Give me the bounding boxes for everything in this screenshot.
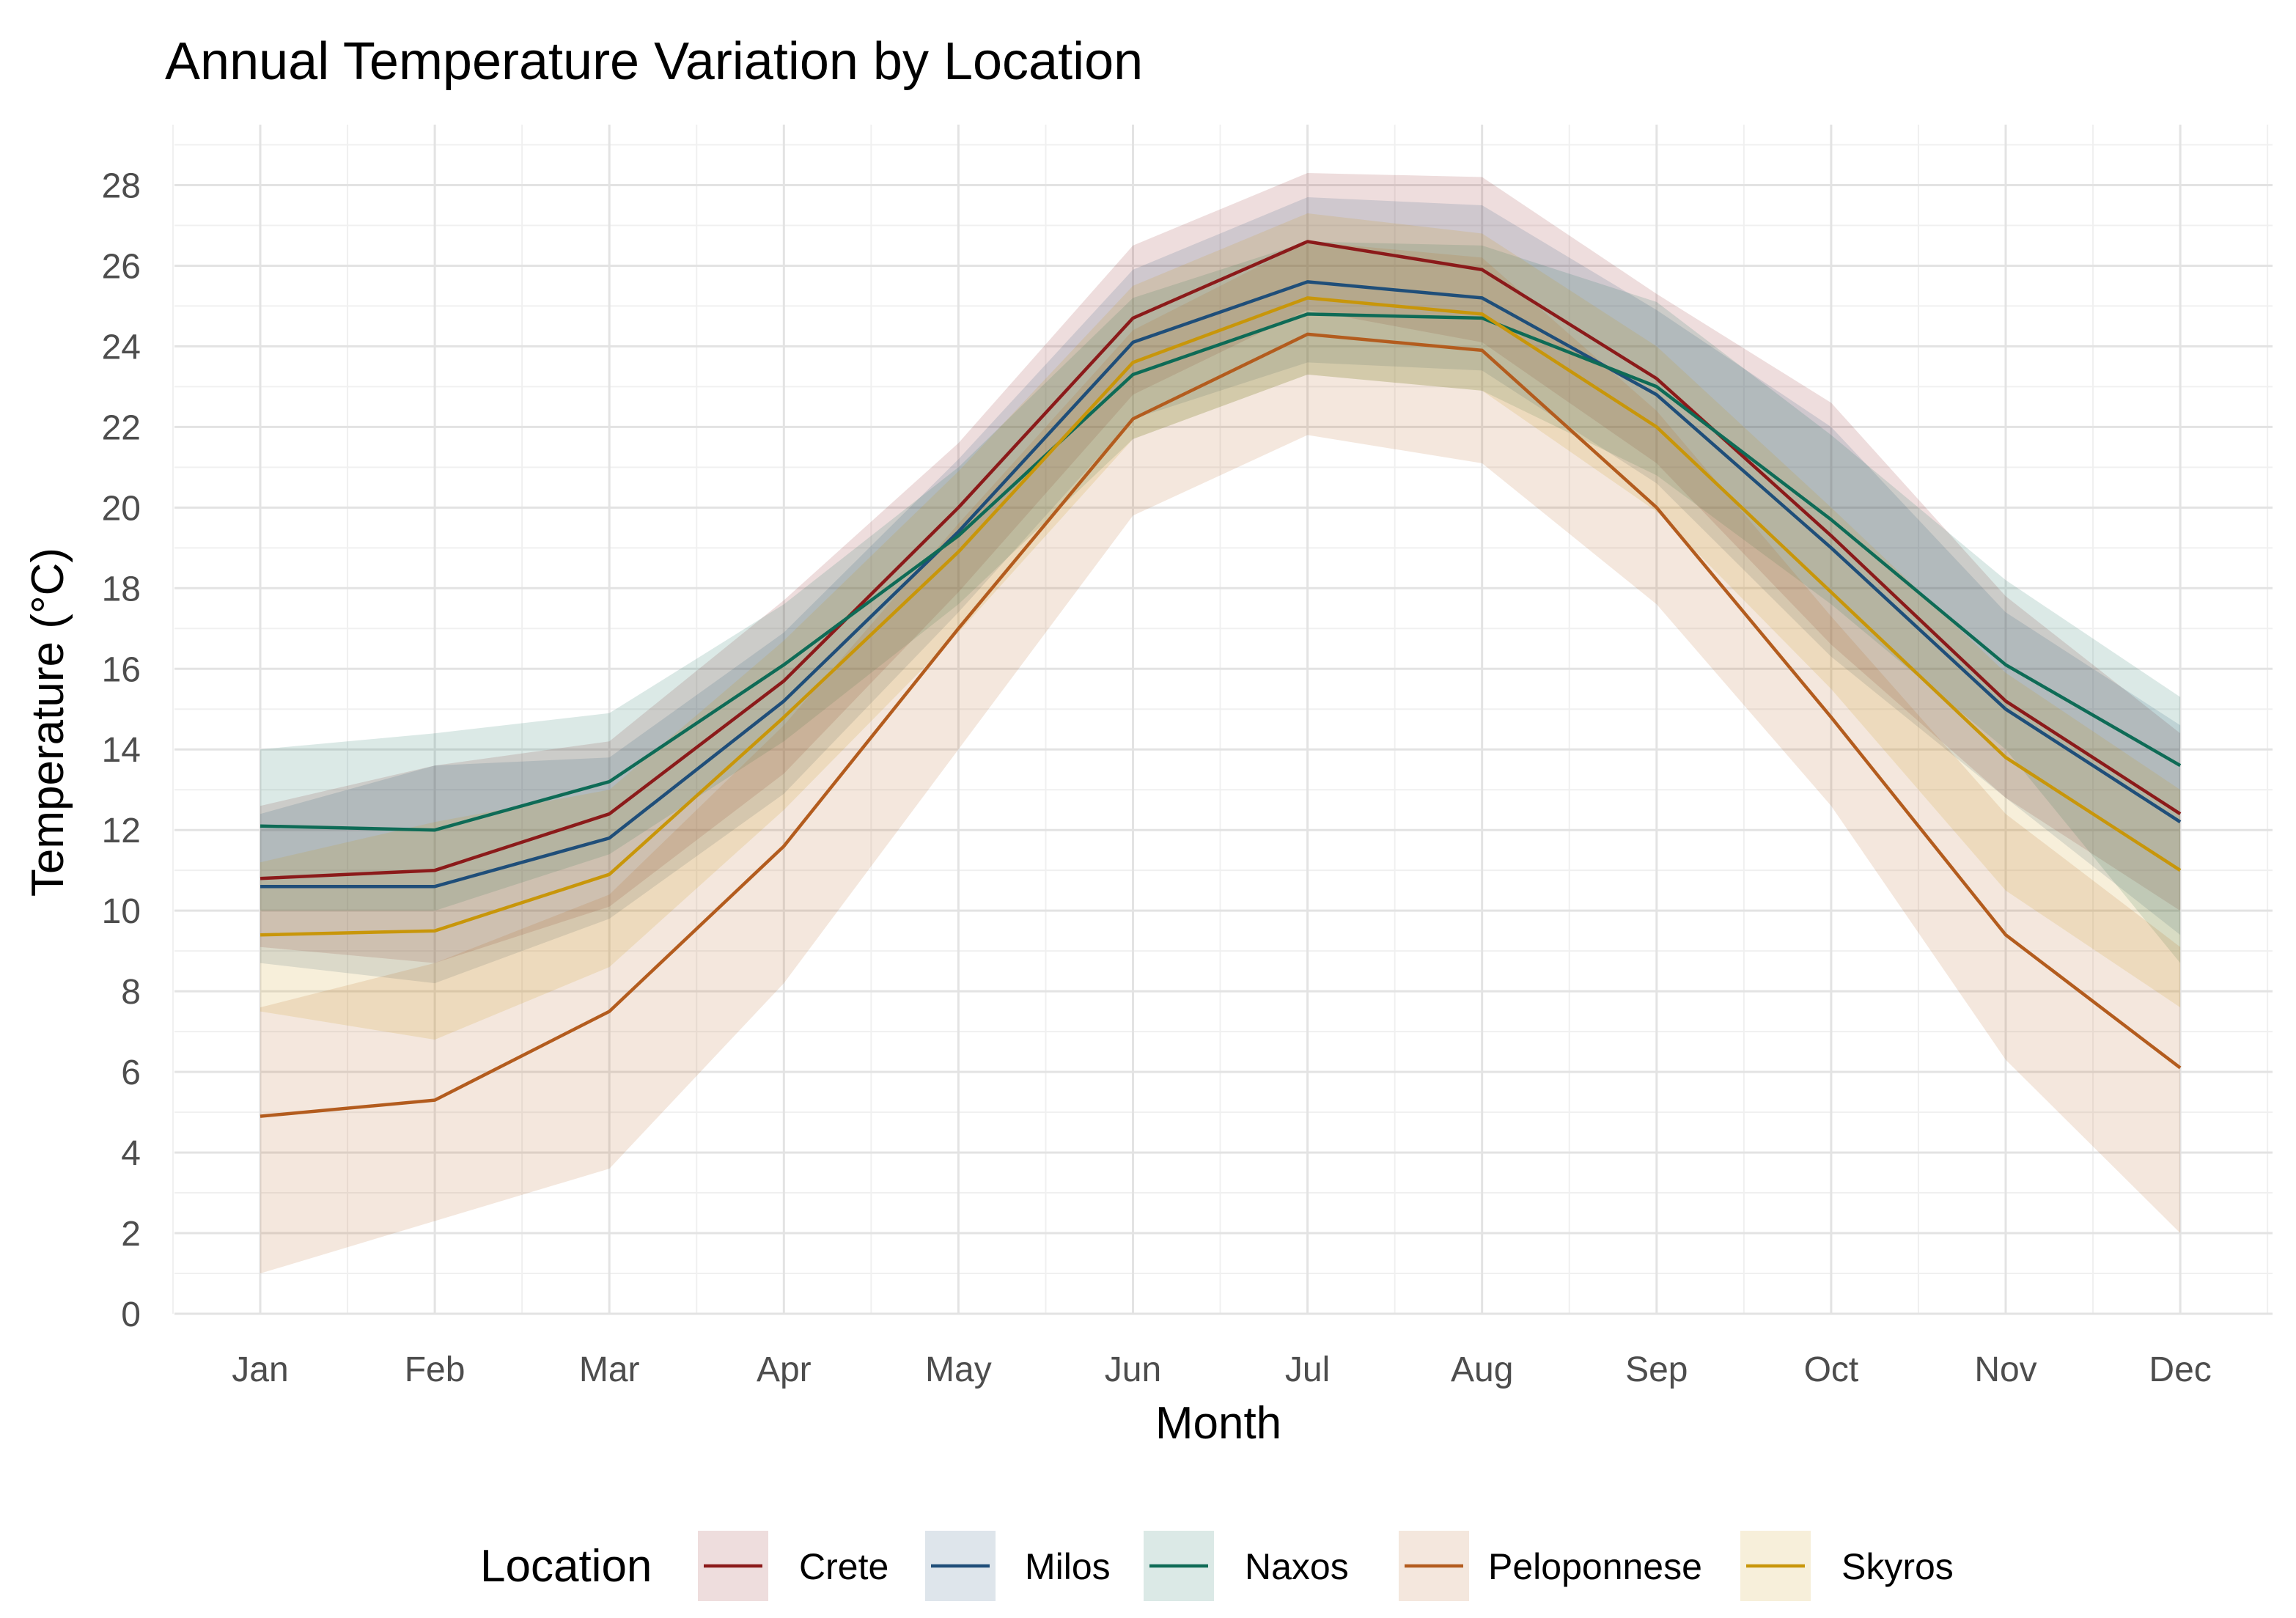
legend-label: Naxos [1245, 1546, 1349, 1587]
x-tick-label: Sep [1625, 1350, 1688, 1389]
legend-item-skyros: Skyros [1740, 1531, 1954, 1601]
x-tick-label: Nov [1974, 1350, 2036, 1389]
band-crete [260, 173, 2181, 963]
legend-item-peloponnese: Peloponnese [1399, 1531, 1702, 1601]
legend-label: Peloponnese [1488, 1546, 1702, 1587]
legend-label: Crete [799, 1546, 888, 1587]
x-tick-label: Jul [1285, 1350, 1330, 1389]
legend-label: Skyros [1841, 1546, 1954, 1587]
series-line-milos [260, 280, 2182, 889]
y-axis-title: Temperature (°C) [23, 548, 73, 897]
x-tick-label: Jun [1105, 1350, 1161, 1389]
legend-label: Milos [1025, 1546, 1111, 1587]
x-tick-label: Dec [2149, 1350, 2211, 1389]
y-tick-label: 6 [121, 1053, 141, 1092]
y-tick-label: 4 [121, 1134, 141, 1173]
x-tick-label: Feb [405, 1350, 466, 1389]
x-tick-label: Apr [757, 1350, 812, 1389]
y-tick-label: 14 [102, 731, 141, 770]
y-tick-label: 18 [102, 570, 141, 608]
series-line-peloponnese [260, 332, 2182, 1118]
grid-layer [172, 125, 2273, 1315]
x-tick-label: Oct [1804, 1350, 1859, 1389]
y-tick-label: 16 [102, 650, 141, 689]
legend-title: Location [480, 1541, 652, 1592]
line-layer [260, 240, 2182, 1118]
y-tick-label: 20 [102, 489, 141, 528]
legend-item-crete: Crete [698, 1531, 888, 1601]
x-axis-ticks: Jan Feb Mar Apr May Jun Jul Aug Sep Oct Nov Dec [232, 1350, 2211, 1389]
x-tick-label: Jan [232, 1350, 288, 1389]
y-tick-label: 26 [102, 247, 141, 286]
y-tick-label: 0 [121, 1295, 141, 1334]
band-milos [260, 197, 2181, 984]
y-tick-label: 28 [102, 166, 141, 205]
legend-item-naxos: Naxos [1144, 1531, 1349, 1601]
y-tick-label: 24 [102, 328, 141, 367]
series-line-naxos [260, 312, 2182, 832]
x-tick-label: Aug [1451, 1350, 1513, 1389]
x-tick-label: May [925, 1350, 992, 1389]
y-tick-label: 8 [121, 973, 141, 1012]
band-peloponnese [260, 241, 2181, 1273]
y-tick-label: 22 [102, 408, 141, 447]
series-line-crete [260, 240, 2182, 880]
legend-item-milos: Milos [925, 1531, 1111, 1601]
x-tick-label: Mar [579, 1350, 640, 1389]
legend: Location Crete Milos Naxos Peloponnese Skyro… [480, 1531, 1954, 1601]
x-axis-title: Month [1155, 1398, 1281, 1449]
series-line-skyros [260, 296, 2182, 937]
chart-title: Annual Temperature Variation by Location [165, 32, 1143, 91]
y-tick-label: 12 [102, 812, 141, 850]
y-tick-label: 10 [102, 892, 141, 931]
y-tick-label: 2 [121, 1215, 141, 1254]
